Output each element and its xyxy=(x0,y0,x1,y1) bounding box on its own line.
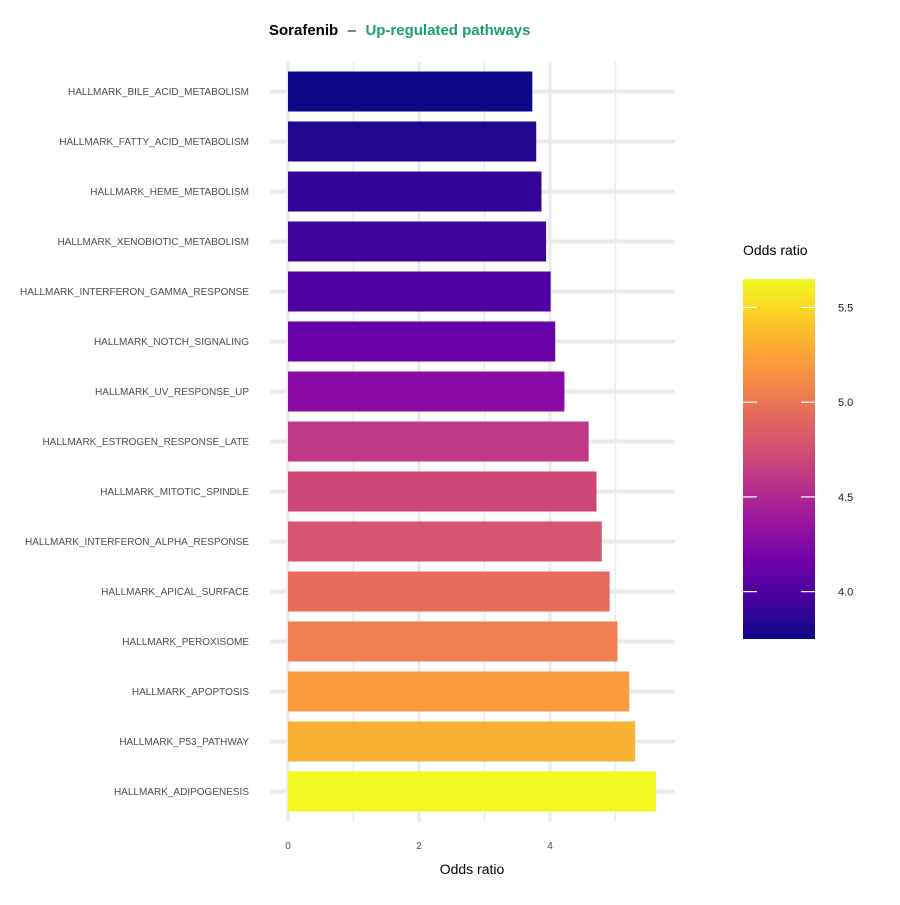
bar xyxy=(288,171,542,212)
legend-tick-label: 4.0 xyxy=(838,587,853,599)
legend-title: Odds ratio xyxy=(743,242,808,258)
bar xyxy=(288,771,657,812)
legend-ticks: 4.0 4.5 5.0 5.5 xyxy=(743,302,853,599)
category-label: HALLMARK_P53_PATHWAY xyxy=(119,737,249,748)
color-legend: Odds ratio 4.0 4.5 5.0 5.5 xyxy=(743,242,853,639)
category-label: HALLMARK_HEME_METABOLISM xyxy=(90,187,249,198)
bar xyxy=(288,671,630,712)
legend-colorbar xyxy=(743,279,815,639)
bar xyxy=(288,571,610,612)
category-label: HALLMARK_INTERFERON_ALPHA_RESPONSE xyxy=(25,537,249,548)
bar xyxy=(288,371,565,412)
category-label: HALLMARK_NOTCH_SIGNALING xyxy=(94,337,249,348)
legend-tick-label: 5.0 xyxy=(838,397,853,409)
bar xyxy=(288,721,636,762)
category-label: HALLMARK_ESTROGEN_RESPONSE_LATE xyxy=(42,437,249,448)
category-label: HALLMARK_ADIPOGENESIS xyxy=(114,787,249,798)
category-label: HALLMARK_PEROXISOME xyxy=(122,637,249,648)
x-tick-label: 2 xyxy=(416,841,422,852)
category-label: HALLMARK_APICAL_SURFACE xyxy=(101,587,249,598)
x-axis-title: Odds ratio xyxy=(440,861,505,877)
bar xyxy=(288,421,589,462)
x-tick-label: 4 xyxy=(547,841,553,852)
bar xyxy=(288,71,533,112)
category-label: HALLMARK_XENOBIOTIC_METABOLISM xyxy=(57,237,249,248)
chart-title-separator: – xyxy=(348,22,357,39)
chart-title-line: Sorafenib – Up-regulated pathways xyxy=(269,22,530,39)
x-tick-label: 0 xyxy=(285,841,291,852)
category-label: HALLMARK_INTERFERON_GAMMA_RESPONSE xyxy=(20,287,249,298)
bar xyxy=(288,321,556,362)
category-label: HALLMARK_UV_RESPONSE_UP xyxy=(95,387,249,398)
bar xyxy=(288,221,547,262)
x-tick-labels: 0 2 4 xyxy=(285,841,553,852)
category-labels: HALLMARK_BILE_ACID_METABOLISM HALLMARK_FA… xyxy=(20,87,249,798)
legend-tick-label: 4.5 xyxy=(838,492,853,504)
bar xyxy=(288,121,537,162)
category-label: HALLMARK_MITOTIC_SPINDLE xyxy=(100,487,249,498)
bar xyxy=(288,471,597,512)
category-label: HALLMARK_APOPTOSIS xyxy=(132,687,249,698)
chart-title: Sorafenib xyxy=(269,22,338,39)
bars-layer xyxy=(288,71,657,812)
chart-subtitle: Up-regulated pathways xyxy=(365,22,530,39)
category-label: HALLMARK_BILE_ACID_METABOLISM xyxy=(68,87,249,98)
category-label: HALLMARK_FATTY_ACID_METABOLISM xyxy=(59,137,249,148)
bar xyxy=(288,521,602,562)
legend-tick-label: 5.5 xyxy=(838,302,853,314)
bar xyxy=(288,271,551,312)
bar xyxy=(288,621,618,662)
